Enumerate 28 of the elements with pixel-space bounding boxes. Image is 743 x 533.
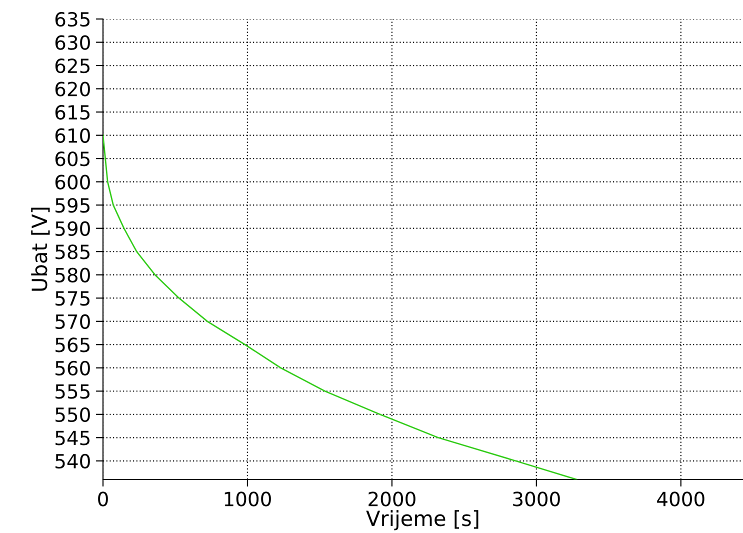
y-tick-label: 550: [56, 407, 90, 422]
y-tick-label: 620: [55, 82, 90, 96]
x-tick-label: 0: [98, 492, 108, 506]
y-tick-label: 560: [56, 360, 90, 376]
x-tick-label: 2000: [368, 492, 416, 506]
y-tick-label: 600: [55, 174, 90, 190]
y-tick-label: 605: [55, 152, 90, 166]
y-tick-label: 635: [55, 12, 90, 27]
y-tick-label: 540: [56, 454, 90, 469]
y-tick-label: 545: [56, 430, 90, 446]
y-tick-label: 625: [55, 58, 90, 74]
x-axis-title: Vrijeme [s]: [366, 510, 478, 530]
y-tick-label: 595: [56, 198, 90, 213]
y-tick-label: 615: [55, 104, 90, 120]
y-tick-label: 555: [56, 384, 90, 399]
y-tick-label: 590: [56, 221, 90, 236]
y-tick-label: 580: [56, 268, 90, 282]
y-tick-label: 570: [56, 314, 90, 330]
y-tick-label: 610: [55, 128, 90, 143]
line-series: [103, 134, 578, 480]
y-axis-title: Ubat [V]: [31, 208, 50, 291]
y-tick-label: 630: [55, 35, 90, 50]
y-tick-label: 585: [56, 244, 90, 260]
y-tick-label: 565: [56, 338, 90, 352]
x-tick-label: 1000: [224, 492, 271, 506]
x-tick-label: 3000: [513, 492, 560, 506]
y-tick-label: 575: [56, 291, 90, 306]
x-tick-label: 4000: [657, 492, 704, 506]
